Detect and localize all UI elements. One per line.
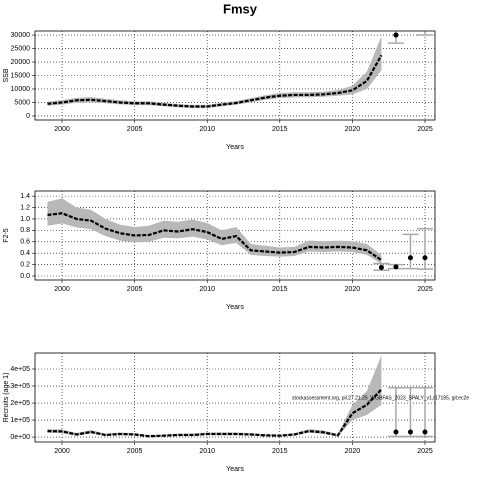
x-tick-label: 2000 — [54, 126, 70, 133]
x-tick-label: 2005 — [127, 286, 143, 293]
estimate-line — [47, 388, 383, 438]
y-tick-label: 10000 — [11, 86, 31, 93]
x-tick-label: 2025 — [417, 286, 433, 293]
y-tick-label: 5000 — [14, 99, 30, 106]
estimate-line — [47, 212, 383, 261]
x-tick-label: 2020 — [345, 126, 361, 133]
y-tick-label: 2e+05 — [10, 400, 30, 407]
y-tick-label: 0 — [26, 113, 30, 120]
y-axis-label: Recruits (age 1) — [3, 373, 10, 423]
y-tick-label: 4e+05 — [10, 366, 30, 373]
x-axis-label: Years — [226, 466, 244, 473]
x-tick-label: 2025 — [417, 126, 433, 133]
x-tick-label: 2010 — [199, 286, 215, 293]
y-tick-label: 0.4 — [20, 250, 30, 257]
y-tick-label: 15000 — [11, 72, 31, 79]
y-tick-label: 25000 — [11, 45, 31, 52]
plot-frame — [34, 352, 436, 443]
forecast-point — [422, 24, 427, 29]
plot-frame — [34, 30, 436, 121]
forecast-point — [407, 255, 413, 261]
chart-title: Fmsy — [223, 1, 258, 16]
confidence-band — [47, 198, 382, 265]
chart-panel: 2000 2005 2010 2015 2020 2025 0e+00 1e+05 2e+05 3… — [3, 352, 469, 473]
x-tick-label: 2015 — [272, 126, 288, 133]
forecast-point — [393, 32, 399, 38]
x-tick-label: 2015 — [272, 448, 288, 455]
plot-area — [47, 24, 433, 109]
x-tick-label: 2005 — [127, 448, 143, 455]
plot-area — [47, 355, 433, 438]
y-tick-label: 1.2 — [20, 204, 30, 211]
chart-panel: 2000 2005 2010 2015 2020 2025 0 5000 10000 15000 2… — [3, 24, 436, 151]
y-tick-label: 0.6 — [20, 239, 30, 246]
y-tick-label: 20000 — [11, 59, 31, 66]
y-tick-label: 1e+05 — [10, 417, 30, 424]
x-axis-label: Years — [226, 304, 244, 311]
x-tick-label: 2020 — [345, 286, 361, 293]
forecast-point — [393, 264, 399, 270]
chart-panel: 2000 2005 2010 2015 2020 2025 0.0 0.2 0.4 0.6 0.8 1… — [3, 190, 436, 311]
x-tick-label: 2010 — [199, 126, 215, 133]
annotation: stockassessment.org, pil.27.21.25_WGBFAS… — [292, 395, 469, 401]
x-tick-label: 2000 — [54, 448, 70, 455]
forecast-point — [407, 429, 413, 435]
y-tick-label: 3e+05 — [10, 383, 30, 390]
plot-area — [47, 198, 433, 272]
y-axis-label: SSB — [3, 68, 10, 82]
x-tick-label: 2025 — [417, 448, 433, 455]
y-axis-label: F2-5 — [3, 228, 10, 243]
forecast-point — [378, 264, 384, 270]
x-tick-label: 2005 — [127, 126, 143, 133]
plot-frame — [34, 190, 436, 281]
x-axis-label: Years — [226, 144, 244, 151]
y-tick-label: 1.4 — [20, 193, 30, 200]
y-tick-label: 0.0 — [20, 273, 30, 280]
y-tick-label: 0.2 — [20, 261, 30, 268]
forecast-point — [422, 429, 428, 435]
x-tick-label: 2000 — [54, 286, 70, 293]
y-tick-label: 0e+00 — [10, 434, 30, 441]
x-tick-label: 2015 — [272, 286, 288, 293]
y-tick-label: 0.8 — [20, 227, 30, 234]
x-tick-label: 2020 — [345, 448, 361, 455]
forecast-point — [393, 429, 399, 435]
y-tick-label: 1.0 — [20, 216, 30, 223]
confidence-band — [47, 36, 382, 109]
estimate-line — [47, 54, 383, 108]
x-tick-label: 2010 — [199, 448, 215, 455]
forecast-point — [422, 255, 428, 261]
y-tick-label: 30000 — [11, 32, 31, 39]
